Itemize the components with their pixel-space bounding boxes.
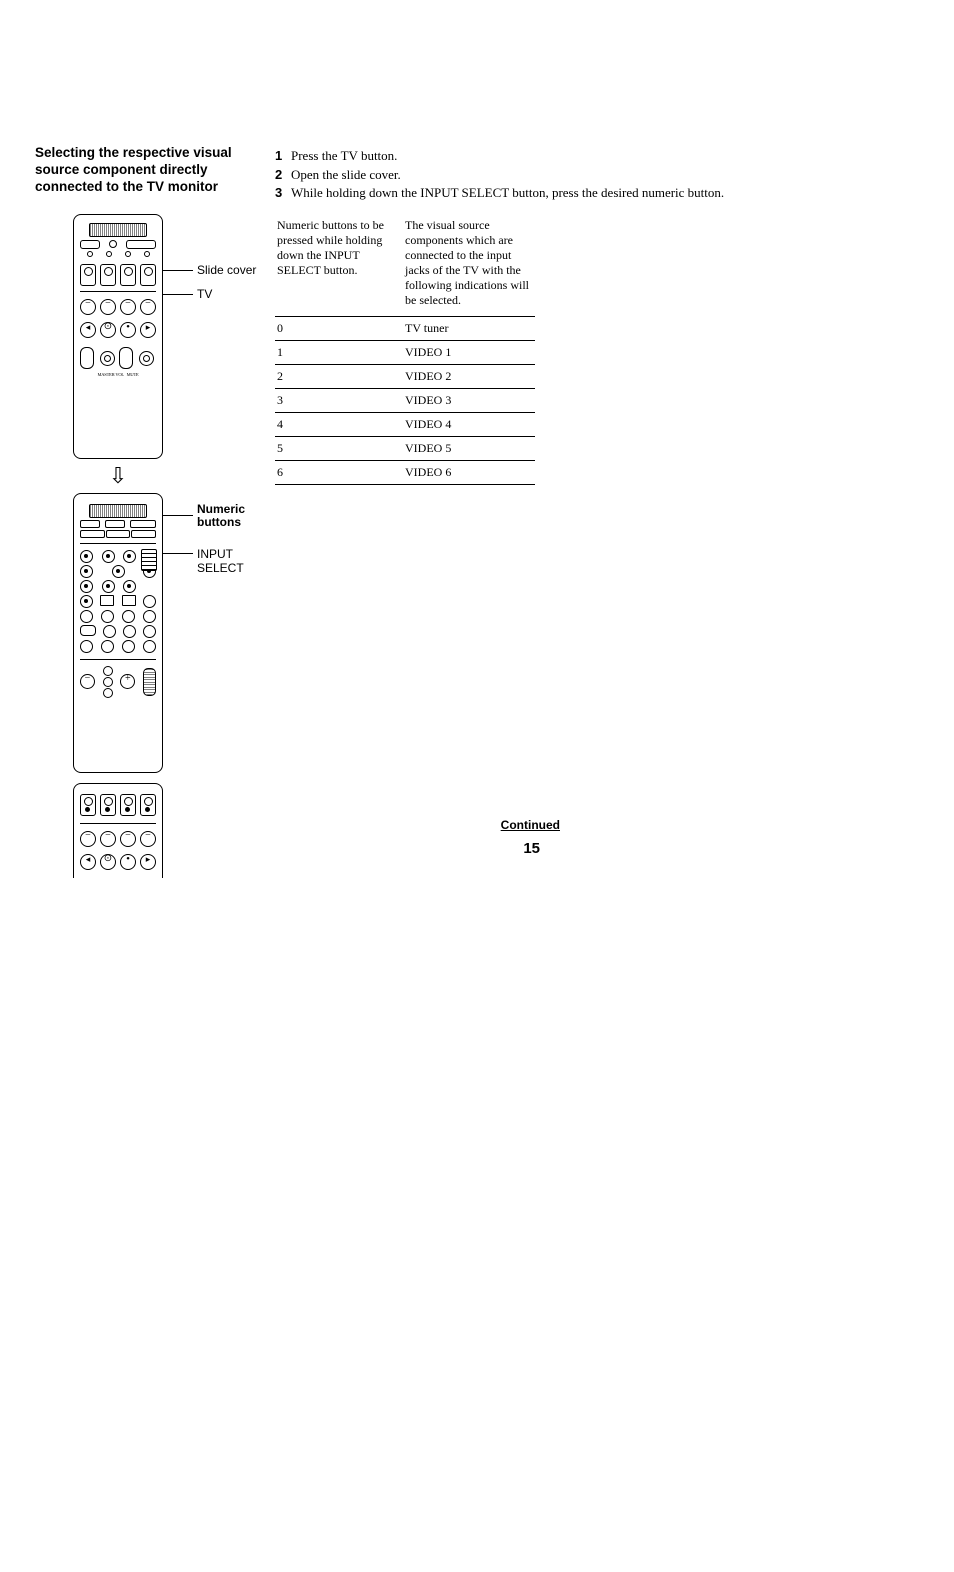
step-item: 3 While holding down the INPUT SELECT bu… [275,184,904,202]
continued-label: Continued [0,818,560,832]
cell-key: 3 [275,388,403,412]
table-row: 0TV tuner [275,316,535,340]
table-header-left: Numeric buttons to be pressed while hold… [275,214,403,317]
label-numeric-buttons: Numeric buttons [197,503,260,529]
cell-value: VIDEO 6 [403,460,535,484]
remote-diagram-closed: MASTER VOL MUTE Slide cover TV [35,214,260,459]
step-number: 2 [275,166,291,184]
page-number: 15 [0,840,540,857]
step-item: 1 Press the TV button. [275,147,904,165]
numeric-mapping-table: Numeric buttons to be pressed while hold… [275,214,535,485]
step-number: 1 [275,147,291,165]
cell-value: VIDEO 5 [403,436,535,460]
step-text: Open the slide cover. [291,166,904,184]
remote-diagram-open: Numeric buttons INPUT SELECT [35,493,260,773]
label-slide-cover: Slide cover [197,263,256,277]
table-row: 6VIDEO 6 [275,460,535,484]
table-row: 4VIDEO 4 [275,412,535,436]
table-row: 1VIDEO 1 [275,340,535,364]
steps-list: 1 Press the TV button. 2 Open the slide … [275,147,904,202]
step-text: While holding down the INPUT SELECT butt… [291,184,904,202]
table-header-right: The visual source components which are c… [403,214,535,317]
down-arrow-icon: ⇩ [73,465,163,487]
table-row: 2VIDEO 2 [275,364,535,388]
cell-key: 5 [275,436,403,460]
cell-key: 0 [275,316,403,340]
step-number: 3 [275,184,291,202]
label-tv: TV [197,287,212,301]
cell-value: VIDEO 4 [403,412,535,436]
cell-key: 2 [275,364,403,388]
label-input-select: INPUT SELECT [197,547,260,575]
table-row: 5VIDEO 5 [275,436,535,460]
section-heading: Selecting the respective visual source c… [35,145,260,196]
cell-value: VIDEO 2 [403,364,535,388]
cell-value: VIDEO 1 [403,340,535,364]
table-row: 3VIDEO 3 [275,388,535,412]
cell-value: TV tuner [403,316,535,340]
step-text: Press the TV button. [291,147,904,165]
cell-key: 4 [275,412,403,436]
step-item: 2 Open the slide cover. [275,166,904,184]
cell-key: 1 [275,340,403,364]
cell-key: 6 [275,460,403,484]
cell-value: VIDEO 3 [403,388,535,412]
